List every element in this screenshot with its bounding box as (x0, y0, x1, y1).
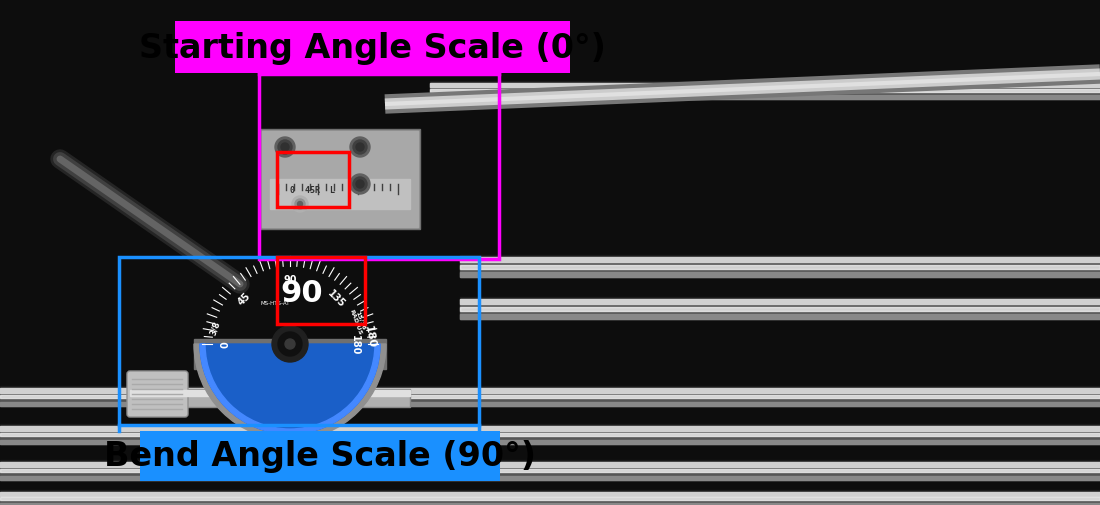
Bar (430, 84, 1100, 100)
Bar (260, 130, 420, 230)
Circle shape (278, 141, 292, 155)
Bar (270, 180, 410, 210)
Bar (0, 388, 1100, 406)
Circle shape (278, 332, 303, 357)
Text: MS-HTS-AT: MS-HTS-AT (261, 300, 289, 306)
Circle shape (356, 181, 364, 189)
Bar (0, 426, 1100, 431)
Bar (0, 492, 1100, 505)
Bar (460, 273, 1100, 277)
Text: 0  45R  L: 0 45R L (290, 186, 336, 194)
Text: 180: 180 (350, 334, 360, 355)
Text: Bend Angle Scale (90°): Bend Angle Scale (90°) (104, 440, 536, 473)
Bar (130, 389, 410, 407)
Bar (258, 75, 499, 260)
Bar (140, 431, 500, 481)
FancyBboxPatch shape (126, 371, 188, 417)
Circle shape (350, 138, 370, 158)
Bar (460, 256, 1100, 260)
Text: 0: 0 (220, 341, 230, 347)
Bar (460, 258, 1100, 263)
Bar (0, 462, 1100, 480)
Bar (194, 339, 386, 369)
Bar (430, 96, 1100, 100)
Bar (0, 426, 1100, 444)
Circle shape (285, 339, 295, 349)
Circle shape (272, 326, 308, 362)
Bar (430, 82, 1100, 86)
Bar (0, 502, 1100, 505)
Bar (460, 299, 1100, 305)
Bar (460, 265, 1100, 269)
Bar (460, 315, 1100, 319)
Bar (0, 460, 1100, 464)
Text: 90: 90 (280, 278, 323, 307)
Bar (0, 433, 1100, 436)
Wedge shape (194, 344, 386, 440)
Circle shape (356, 144, 364, 152)
Bar (0, 424, 1100, 428)
Bar (0, 462, 1100, 467)
Bar (460, 297, 1100, 301)
Circle shape (295, 199, 305, 210)
Text: 90: 90 (284, 274, 297, 284)
Circle shape (275, 138, 295, 158)
Text: 15/16
RADIUS: 15/16 RADIUS (349, 306, 367, 335)
Circle shape (292, 196, 308, 213)
Bar (0, 388, 1100, 393)
Bar (0, 490, 1100, 494)
Bar (460, 299, 1100, 319)
Text: 45: 45 (235, 290, 252, 307)
Circle shape (353, 178, 367, 191)
Bar (430, 90, 1100, 93)
Circle shape (353, 141, 367, 155)
Bar (460, 258, 1100, 277)
Circle shape (297, 202, 302, 207)
Circle shape (280, 144, 289, 152)
Text: Starting Angle Scale (0°): Starting Angle Scale (0°) (139, 31, 606, 64)
Bar (130, 390, 410, 396)
Bar (430, 84, 1100, 88)
Bar (262, 132, 418, 228)
Bar (175, 22, 570, 74)
Bar (0, 492, 1100, 495)
Bar (0, 476, 1100, 480)
Wedge shape (200, 344, 380, 434)
Bar (0, 386, 1100, 390)
Bar (0, 440, 1100, 444)
Text: 135: 135 (326, 288, 346, 309)
Wedge shape (200, 344, 380, 434)
Bar (0, 469, 1100, 472)
Bar (0, 497, 1100, 500)
Text: 180: 180 (363, 324, 377, 348)
Bar (119, 258, 478, 425)
Text: 3/8: 3/8 (208, 320, 222, 336)
Bar (277, 258, 365, 324)
Bar (460, 307, 1100, 311)
Circle shape (350, 175, 370, 194)
Bar (0, 395, 1100, 398)
Bar (0, 401, 1100, 406)
Bar (277, 153, 349, 208)
